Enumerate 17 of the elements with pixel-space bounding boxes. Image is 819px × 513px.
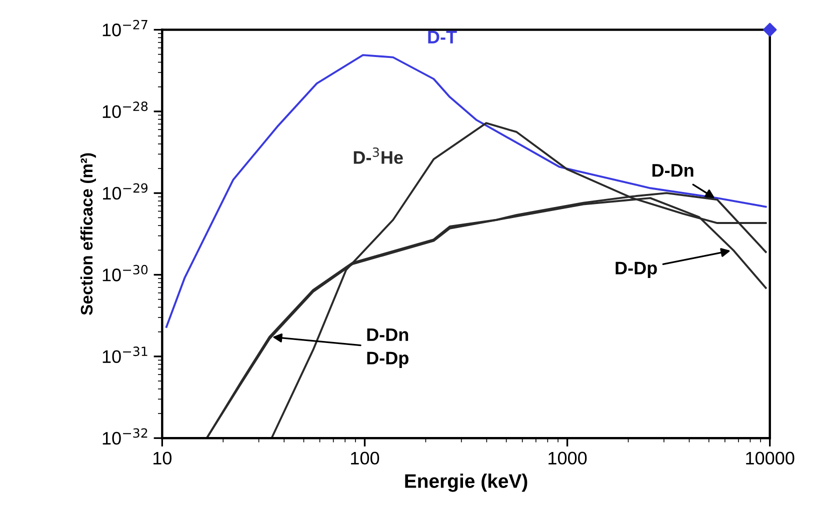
- y-axis-title: Section efficace (m²): [80, 153, 96, 315]
- y-tick-label: 10$^{−31}$: [102, 346, 148, 364]
- series-label: D-T: [428, 30, 457, 44]
- x-tick-label: 100: [351, 452, 380, 465]
- y-tick-label: 10$^{−28}$: [102, 102, 148, 118]
- annotation: D-Dp: [616, 262, 657, 278]
- series-label: D-$^{3}$He: [354, 147, 403, 164]
- y-tick-label: 10$^{−30}$: [102, 264, 148, 282]
- y-tick-label: 10$^{−32}$: [102, 428, 148, 445]
- annotation: D-Dn D-Dp: [367, 328, 408, 368]
- x-axis-title: Energie (keV): [405, 474, 528, 492]
- x-tick-label: 1000: [548, 452, 587, 465]
- annotation: D-Dn: [652, 164, 694, 177]
- y-tick-label: 10$^{−27}$: [102, 20, 148, 36]
- y-tick-label: 10$^{−29}$: [103, 183, 148, 200]
- x-tick-label: 10: [154, 452, 172, 465]
- x-tick-label: 10000: [746, 452, 794, 465]
